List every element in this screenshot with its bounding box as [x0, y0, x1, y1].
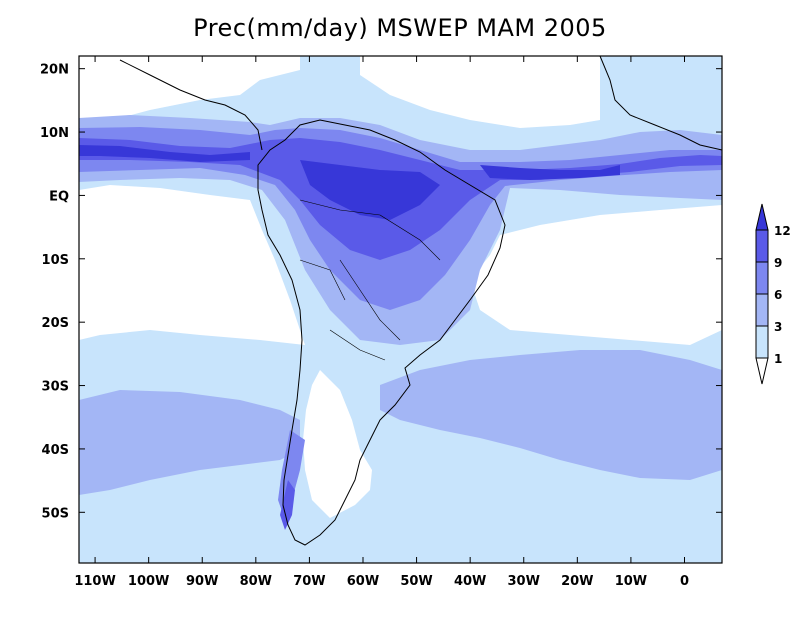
lon-label: 10W	[615, 574, 647, 589]
legend-label: 3	[774, 320, 782, 334]
legend-label: 1	[774, 352, 782, 366]
lat-label: 20S	[42, 316, 69, 331]
precip-field	[79, 56, 722, 563]
legend-swatch	[755, 261, 769, 295]
lat-label: 50S	[42, 506, 69, 521]
lon-label: 20W	[561, 574, 593, 589]
lat-label: 10N	[40, 126, 69, 141]
lon-label: 0	[680, 574, 689, 589]
legend-label: 12	[774, 224, 791, 238]
latitude-axis: 20N 10N EQ 10S 20S 30S 40S 50S	[40, 63, 722, 521]
dry-areas	[79, 56, 722, 518]
colorbar-legend: 1 3 6 9 12	[755, 203, 791, 385]
lat-label: EQ	[49, 189, 69, 204]
africa-outline	[599, 55, 723, 151]
precip-band-12-plus	[79, 145, 620, 220]
lon-label: 40W	[454, 574, 486, 589]
legend-swatch	[755, 357, 769, 385]
lon-label: 70W	[293, 574, 325, 589]
lon-label: 60W	[347, 574, 379, 589]
lon-label: 50W	[400, 574, 432, 589]
legend-swatch	[755, 203, 769, 231]
south-america-outline	[257, 119, 506, 546]
country-borders	[299, 199, 441, 361]
lat-label: 20N	[40, 63, 69, 78]
coastlines	[119, 55, 723, 546]
longitude-axis: 110W 100W 90W 80W 70W 60W 50W 40W 30W 20W 10W 0	[74, 56, 689, 589]
map-frame	[78, 55, 723, 564]
legend-label: 9	[774, 256, 782, 270]
lon-label: 80W	[240, 574, 272, 589]
legend-swatch	[755, 293, 769, 327]
map-title: Prec(mm/day) MSWEP MAM 2005	[193, 14, 607, 42]
lat-label: 30S	[42, 380, 69, 395]
lon-label: 30W	[508, 574, 540, 589]
legend-swatch	[755, 229, 769, 263]
lat-label: 10S	[42, 253, 69, 268]
southern-storm-track	[79, 350, 722, 495]
central-america-outline	[119, 59, 263, 151]
lat-label: 40S	[42, 443, 69, 458]
andes-precip-heavy	[280, 480, 295, 530]
lon-label: 90W	[186, 574, 218, 589]
lon-label: 100W	[128, 574, 169, 589]
legend-swatch	[755, 325, 769, 359]
legend-label: 6	[774, 288, 782, 302]
lon-label: 110W	[74, 574, 115, 589]
